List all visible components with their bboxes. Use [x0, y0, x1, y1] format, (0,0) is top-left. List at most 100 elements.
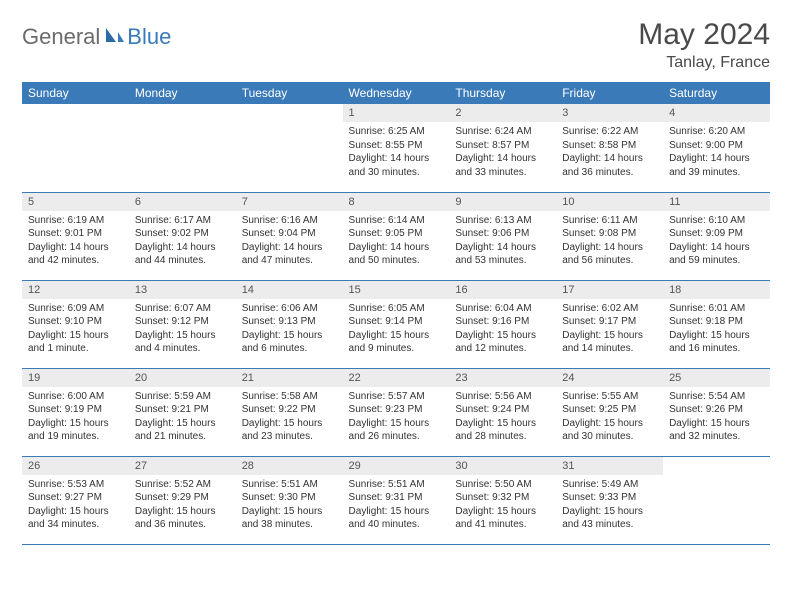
day-number: 6 — [129, 193, 236, 211]
calendar-week-row: 5Sunrise: 6:19 AMSunset: 9:01 PMDaylight… — [22, 192, 770, 280]
calendar-cell: 8Sunrise: 6:14 AMSunset: 9:05 PMDaylight… — [343, 192, 450, 280]
calendar-cell — [663, 456, 770, 544]
calendar-cell: 2Sunrise: 6:24 AMSunset: 8:57 PMDaylight… — [449, 104, 556, 192]
day-details: Sunrise: 6:07 AMSunset: 9:12 PMDaylight:… — [129, 299, 236, 360]
month-title: May 2024 — [638, 18, 770, 52]
day-number: 26 — [22, 457, 129, 475]
day-number: 9 — [449, 193, 556, 211]
day-number: 29 — [343, 457, 450, 475]
day-details: Sunrise: 6:02 AMSunset: 9:17 PMDaylight:… — [556, 299, 663, 360]
day-details: Sunrise: 6:19 AMSunset: 9:01 PMDaylight:… — [22, 211, 129, 272]
calendar-cell — [129, 104, 236, 192]
calendar-cell: 11Sunrise: 6:10 AMSunset: 9:09 PMDayligh… — [663, 192, 770, 280]
day-number: 14 — [236, 281, 343, 299]
day-details: Sunrise: 5:51 AMSunset: 9:30 PMDaylight:… — [236, 475, 343, 536]
calendar-cell: 10Sunrise: 6:11 AMSunset: 9:08 PMDayligh… — [556, 192, 663, 280]
calendar-cell: 15Sunrise: 6:05 AMSunset: 9:14 PMDayligh… — [343, 280, 450, 368]
calendar-cell: 4Sunrise: 6:20 AMSunset: 9:00 PMDaylight… — [663, 104, 770, 192]
day-number: 8 — [343, 193, 450, 211]
day-number: 5 — [22, 193, 129, 211]
calendar-cell: 14Sunrise: 6:06 AMSunset: 9:13 PMDayligh… — [236, 280, 343, 368]
day-number: 21 — [236, 369, 343, 387]
calendar-cell: 3Sunrise: 6:22 AMSunset: 8:58 PMDaylight… — [556, 104, 663, 192]
day-details: Sunrise: 6:22 AMSunset: 8:58 PMDaylight:… — [556, 122, 663, 183]
calendar-cell: 6Sunrise: 6:17 AMSunset: 9:02 PMDaylight… — [129, 192, 236, 280]
calendar-cell: 7Sunrise: 6:16 AMSunset: 9:04 PMDaylight… — [236, 192, 343, 280]
calendar-cell: 25Sunrise: 5:54 AMSunset: 9:26 PMDayligh… — [663, 368, 770, 456]
calendar-week-row: 19Sunrise: 6:00 AMSunset: 9:19 PMDayligh… — [22, 368, 770, 456]
day-details: Sunrise: 6:04 AMSunset: 9:16 PMDaylight:… — [449, 299, 556, 360]
day-details: Sunrise: 5:49 AMSunset: 9:33 PMDaylight:… — [556, 475, 663, 536]
day-details: Sunrise: 5:58 AMSunset: 9:22 PMDaylight:… — [236, 387, 343, 448]
calendar-cell: 29Sunrise: 5:51 AMSunset: 9:31 PMDayligh… — [343, 456, 450, 544]
day-number: 31 — [556, 457, 663, 475]
weekday-header: Monday — [129, 82, 236, 104]
calendar-cell: 30Sunrise: 5:50 AMSunset: 9:32 PMDayligh… — [449, 456, 556, 544]
calendar-cell: 9Sunrise: 6:13 AMSunset: 9:06 PMDaylight… — [449, 192, 556, 280]
calendar-table: Sunday Monday Tuesday Wednesday Thursday… — [22, 82, 770, 545]
calendar-cell: 28Sunrise: 5:51 AMSunset: 9:30 PMDayligh… — [236, 456, 343, 544]
logo-sail-icon — [104, 26, 124, 49]
day-number: 17 — [556, 281, 663, 299]
calendar-cell: 1Sunrise: 6:25 AMSunset: 8:55 PMDaylight… — [343, 104, 450, 192]
day-number: 28 — [236, 457, 343, 475]
calendar-week-row: 1Sunrise: 6:25 AMSunset: 8:55 PMDaylight… — [22, 104, 770, 192]
day-details: Sunrise: 5:52 AMSunset: 9:29 PMDaylight:… — [129, 475, 236, 536]
calendar-cell: 21Sunrise: 5:58 AMSunset: 9:22 PMDayligh… — [236, 368, 343, 456]
calendar-cell: 18Sunrise: 6:01 AMSunset: 9:18 PMDayligh… — [663, 280, 770, 368]
day-number: 1 — [343, 104, 450, 122]
day-number: 19 — [22, 369, 129, 387]
day-details: Sunrise: 6:24 AMSunset: 8:57 PMDaylight:… — [449, 122, 556, 183]
calendar-cell: 27Sunrise: 5:52 AMSunset: 9:29 PMDayligh… — [129, 456, 236, 544]
day-details: Sunrise: 6:13 AMSunset: 9:06 PMDaylight:… — [449, 211, 556, 272]
day-details: Sunrise: 5:59 AMSunset: 9:21 PMDaylight:… — [129, 387, 236, 448]
day-number: 27 — [129, 457, 236, 475]
day-details: Sunrise: 5:56 AMSunset: 9:24 PMDaylight:… — [449, 387, 556, 448]
calendar-cell: 24Sunrise: 5:55 AMSunset: 9:25 PMDayligh… — [556, 368, 663, 456]
title-block: May 2024 Tanlay, France — [638, 18, 770, 72]
weekday-header-row: Sunday Monday Tuesday Wednesday Thursday… — [22, 82, 770, 104]
calendar-cell: 31Sunrise: 5:49 AMSunset: 9:33 PMDayligh… — [556, 456, 663, 544]
day-number: 11 — [663, 193, 770, 211]
calendar-cell: 17Sunrise: 6:02 AMSunset: 9:17 PMDayligh… — [556, 280, 663, 368]
day-number: 3 — [556, 104, 663, 122]
location: Tanlay, France — [638, 54, 770, 72]
calendar-cell: 23Sunrise: 5:56 AMSunset: 9:24 PMDayligh… — [449, 368, 556, 456]
day-number: 20 — [129, 369, 236, 387]
calendar-cell: 19Sunrise: 6:00 AMSunset: 9:19 PMDayligh… — [22, 368, 129, 456]
day-number: 24 — [556, 369, 663, 387]
calendar-cell: 12Sunrise: 6:09 AMSunset: 9:10 PMDayligh… — [22, 280, 129, 368]
day-number: 7 — [236, 193, 343, 211]
day-details: Sunrise: 6:20 AMSunset: 9:00 PMDaylight:… — [663, 122, 770, 183]
calendar-cell — [236, 104, 343, 192]
day-details: Sunrise: 6:01 AMSunset: 9:18 PMDaylight:… — [663, 299, 770, 360]
weekday-header: Thursday — [449, 82, 556, 104]
header: General Blue May 2024 Tanlay, France — [22, 18, 770, 72]
day-number: 13 — [129, 281, 236, 299]
calendar-cell: 13Sunrise: 6:07 AMSunset: 9:12 PMDayligh… — [129, 280, 236, 368]
day-details: Sunrise: 6:09 AMSunset: 9:10 PMDaylight:… — [22, 299, 129, 360]
day-details: Sunrise: 6:11 AMSunset: 9:08 PMDaylight:… — [556, 211, 663, 272]
calendar-cell: 20Sunrise: 5:59 AMSunset: 9:21 PMDayligh… — [129, 368, 236, 456]
calendar-cell: 5Sunrise: 6:19 AMSunset: 9:01 PMDaylight… — [22, 192, 129, 280]
logo-text-blue: Blue — [127, 24, 171, 50]
day-details: Sunrise: 5:54 AMSunset: 9:26 PMDaylight:… — [663, 387, 770, 448]
day-details: Sunrise: 6:16 AMSunset: 9:04 PMDaylight:… — [236, 211, 343, 272]
weekday-header: Saturday — [663, 82, 770, 104]
day-details: Sunrise: 6:25 AMSunset: 8:55 PMDaylight:… — [343, 122, 450, 183]
logo: General Blue — [22, 18, 171, 50]
day-number: 2 — [449, 104, 556, 122]
day-details: Sunrise: 6:05 AMSunset: 9:14 PMDaylight:… — [343, 299, 450, 360]
day-details: Sunrise: 6:06 AMSunset: 9:13 PMDaylight:… — [236, 299, 343, 360]
day-details: Sunrise: 5:51 AMSunset: 9:31 PMDaylight:… — [343, 475, 450, 536]
day-details: Sunrise: 6:00 AMSunset: 9:19 PMDaylight:… — [22, 387, 129, 448]
weekday-header: Friday — [556, 82, 663, 104]
weekday-header: Tuesday — [236, 82, 343, 104]
day-number: 4 — [663, 104, 770, 122]
day-number: 12 — [22, 281, 129, 299]
day-details: Sunrise: 6:17 AMSunset: 9:02 PMDaylight:… — [129, 211, 236, 272]
calendar-week-row: 26Sunrise: 5:53 AMSunset: 9:27 PMDayligh… — [22, 456, 770, 544]
day-details: Sunrise: 5:55 AMSunset: 9:25 PMDaylight:… — [556, 387, 663, 448]
day-number: 22 — [343, 369, 450, 387]
day-number: 23 — [449, 369, 556, 387]
